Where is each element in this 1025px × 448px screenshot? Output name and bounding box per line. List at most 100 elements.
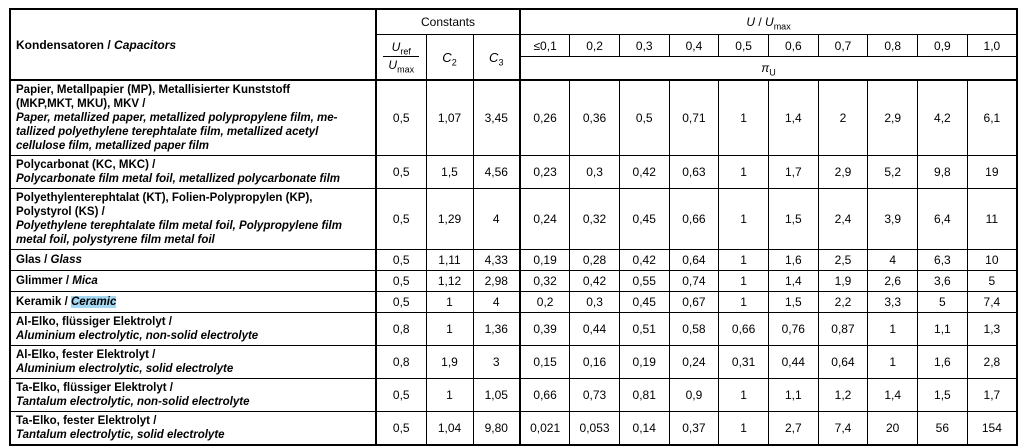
capacitor-type-cell: Papier, Metallpapier (MP), Metallisierte… xyxy=(9,79,377,156)
pi-u-value: 1,5 xyxy=(767,291,819,313)
capacitor-type-cell: Ta-Elko, fester Elektrolyt / Tantalum ele… xyxy=(9,411,377,446)
pi-u-value: 1,9 xyxy=(817,270,869,292)
pi-u-header: πU xyxy=(519,56,1018,81)
c2-value: 1,04 xyxy=(425,411,474,446)
c3-value: 4,56 xyxy=(472,155,521,189)
pi-u-value: 20 xyxy=(867,411,919,446)
pi-u-value: 2,8 xyxy=(966,345,1018,379)
pi-u-value: 1 xyxy=(867,312,919,346)
pi-u-value: 3,3 xyxy=(867,291,919,313)
pi-u-value: 0,053 xyxy=(569,411,620,446)
pi-u-value: 0,26 xyxy=(519,79,571,156)
c2-value: 1,29 xyxy=(425,188,474,250)
header-row-groups: Kondensatoren / Capacitors Constants U /… xyxy=(9,8,1018,81)
pi-u-value: 1 xyxy=(718,378,769,412)
u-tick: 0,5 xyxy=(718,34,769,57)
pi-u-value: 0,44 xyxy=(767,345,819,379)
header-row-ticks: Uref Umax C2 C3 ≤0,1 0,2 0,3 0,4 0,5 0,6… xyxy=(10,34,1018,81)
pi-u-value: 0,021 xyxy=(519,411,571,446)
capacitor-type-cell: Keramik / Ceramic xyxy=(9,291,377,313)
pi-u-value: 0,36 xyxy=(569,79,620,156)
pi-u-value: 56 xyxy=(917,411,968,446)
uref-umax-value: 0,5 xyxy=(375,411,427,446)
c3-value: 3,45 xyxy=(472,79,521,156)
uref-umax-value: 0,5 xyxy=(375,270,427,292)
pi-u-value: 0,51 xyxy=(618,312,670,346)
u-subscript: U xyxy=(769,67,776,78)
pi-u-value: 0,23 xyxy=(519,155,571,189)
pi-u-value: 7,4 xyxy=(817,411,869,446)
capacitor-type-cell: Al-Elko, flüssiger Elektrolyt / Aluminium… xyxy=(9,312,377,346)
table-row: Glas / Glass 0,5 1,11 4,33 0,19 0,28 0,42 0,64 1… xyxy=(9,249,1018,271)
u-symbol: U xyxy=(388,58,398,73)
capacitor-name-de: Al-Elko, fester Elektrolyt / xyxy=(16,349,156,361)
table-row: Glimmer / Mica 0,5 1,12 2,98 0,32 0,42 0,55 0,7… xyxy=(9,270,1018,292)
c2-value: 1,07 xyxy=(425,79,474,156)
u-tick: 0,4 xyxy=(668,34,720,57)
pi-u-value: 2 xyxy=(817,79,869,156)
u-tick: 0,7 xyxy=(817,34,869,57)
capacitor-name-en: Polyethylene terephtalate film metal foi… xyxy=(16,220,342,246)
pi-u-value: 0,39 xyxy=(519,312,571,346)
max-subscript: max xyxy=(397,64,415,75)
pi-u-value: 0,9 xyxy=(668,378,720,412)
c2-value: 1 xyxy=(425,312,474,346)
pi-u-value: 1 xyxy=(867,345,919,379)
pi-u-value: 6,4 xyxy=(917,188,968,250)
table-row: Keramik / Ceramic 0,5 1 4 0,2 0,3 0,45 0,67 1 1,5… xyxy=(9,291,1018,313)
column-group-constants: Constants xyxy=(374,8,521,35)
pi-u-value: 0,76 xyxy=(767,312,819,346)
u-symbol: U xyxy=(746,15,755,29)
u-symbol: U xyxy=(765,15,774,29)
capacitor-name-en: Glass xyxy=(50,254,82,266)
pi-u-value: 7,4 xyxy=(966,291,1018,313)
pi-u-value: 1 xyxy=(718,249,769,271)
pi-u-value: 0,45 xyxy=(618,188,670,250)
pi-u-value: 0,24 xyxy=(519,188,571,250)
pi-u-value: 0,74 xyxy=(668,270,720,292)
pi-u-value: 0,66 xyxy=(718,312,769,346)
pi-u-value: 3,9 xyxy=(867,188,919,250)
pi-u-value: 0,24 xyxy=(668,345,720,379)
column-group-u-umax: U / Umax xyxy=(519,8,1018,35)
pi-u-value: 9,8 xyxy=(917,155,968,189)
u-tick: 0,3 xyxy=(618,34,670,57)
pi-u-value: 0,67 xyxy=(668,291,720,313)
pi-u-value: 0,45 xyxy=(618,291,670,313)
pi-u-value: 1,3 xyxy=(966,312,1018,346)
pi-u-value: 0,32 xyxy=(569,188,620,250)
c3-value: 4 xyxy=(472,291,521,313)
c3-value: 4,33 xyxy=(472,249,521,271)
pi-u-value: 4 xyxy=(867,249,919,271)
capacitor-type-cell: Ta-Elko, flüssiger Elektrolyt / Tantalum … xyxy=(9,378,377,412)
pi-u-value: 0,19 xyxy=(618,345,670,379)
table-body: Papier, Metallpapier (MP), Metallisierte… xyxy=(9,79,1018,446)
pi-u-value: 6,1 xyxy=(966,79,1018,156)
uref-umax-value: 0,8 xyxy=(375,312,427,346)
pi-u-value: 0,5 xyxy=(618,79,670,156)
pi-u-value: 0,81 xyxy=(618,378,670,412)
pi-u-value: 5 xyxy=(966,270,1018,292)
pi-u-value: 0,63 xyxy=(668,155,720,189)
pi-symbol: π xyxy=(761,61,770,75)
capacitor-name-en: Aluminium electrolytic, solid electrolyt… xyxy=(16,363,234,375)
pi-u-value: 2,4 xyxy=(817,188,869,250)
table-row: Polyethylenterephtalat (KT), Folien-Poly… xyxy=(9,188,1018,250)
pi-u-value: 1,4 xyxy=(867,378,919,412)
capacitor-name-en: Tantalum electrolytic, solid electrolyte xyxy=(16,429,225,441)
capacitor-type-cell: Polyethylenterephtalat (KT), Folien-Poly… xyxy=(9,188,377,250)
capacitor-name-en: Aluminium electrolytic, non-solid electr… xyxy=(16,330,259,342)
pi-u-value: 0,37 xyxy=(668,411,720,446)
pi-u-value: 2,2 xyxy=(817,291,869,313)
pi-u-value: 0,31 xyxy=(718,345,769,379)
pi-u-value: 2,7 xyxy=(767,411,819,446)
u-tick: ≤0,1 xyxy=(519,34,571,57)
pi-u-value: 1 xyxy=(718,411,769,446)
pi-u-value: 0,15 xyxy=(519,345,571,379)
uref-umax-value: 0,5 xyxy=(375,249,427,271)
capacitor-name-en: Paper, metallized paper, metallized poly… xyxy=(16,112,338,152)
capacitor-name-de: Ta-Elko, flüssiger Elektrolyt / xyxy=(16,382,173,394)
c2-value: 1,5 xyxy=(425,155,474,189)
pi-u-value: 2,5 xyxy=(817,249,869,271)
